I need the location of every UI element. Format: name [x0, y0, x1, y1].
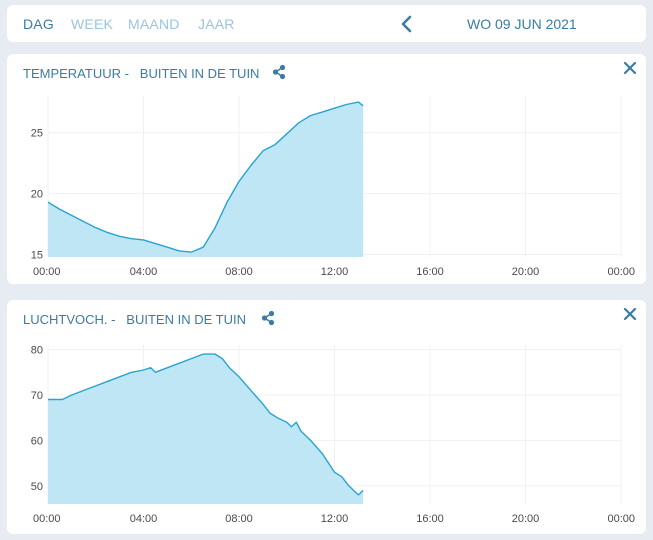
chevron-left-icon[interactable]: [398, 14, 416, 34]
x-tick-label: 12:00: [321, 266, 349, 278]
x-tick-label: 00:00: [607, 266, 635, 278]
humidity-chart: 50 60 70 80 00:00 04:00 08:00 12:00 16:00 20:00 00…: [31, 345, 635, 525]
y-tick-label: 60: [31, 435, 43, 447]
x-tick-label: 08:00: [225, 266, 253, 278]
panel-title: LUCHTVOCH. - BUITEN IN DE TUIN: [23, 312, 246, 327]
y-tick-label: 15: [31, 250, 43, 262]
share-icon[interactable]: [271, 64, 287, 80]
x-tick-label: 00:00: [607, 513, 635, 525]
x-tick-label: 16:00: [416, 513, 444, 525]
metric-label: LUCHTVOCH. -: [23, 312, 116, 327]
temperature-panel: TEMPERATUUR - BUITEN IN DE TUIN 15 20 25 00…: [7, 54, 646, 284]
temperature-chart: 15 20 25 00:00 04:00 08:00 12:00 16:00 20:00 00:0…: [31, 96, 635, 278]
series-line: [47, 101, 364, 253]
x-tick-label: 20:00: [512, 266, 540, 278]
series-line: [48, 353, 364, 496]
x-tick-label: 16:00: [416, 266, 444, 278]
date-label[interactable]: WO 09 JUN 2021: [467, 16, 577, 32]
period-toolbar: DAG WEEK MAAND JAAR WO 09 JUN 2021: [7, 5, 646, 42]
location-label: BUITEN IN DE TUIN: [126, 312, 246, 327]
close-icon[interactable]: [623, 61, 637, 75]
y-tick-label: 70: [31, 390, 43, 402]
tab-dag[interactable]: DAG: [23, 16, 54, 32]
tab-maand[interactable]: MAAND: [128, 16, 180, 32]
tab-jaar[interactable]: JAAR: [198, 16, 235, 32]
close-icon[interactable]: [623, 307, 637, 321]
series-area: [48, 354, 364, 504]
x-tick-label: 12:00: [321, 513, 349, 525]
panel-title: TEMPERATUUR - BUITEN IN DE TUIN: [23, 66, 259, 81]
x-tick-label: 20:00: [512, 513, 540, 525]
series-area: [48, 102, 364, 257]
y-tick-label: 80: [31, 345, 43, 357]
tab-week[interactable]: WEEK: [71, 16, 114, 32]
location-label: BUITEN IN DE TUIN: [139, 66, 260, 81]
y-tick-label: 20: [31, 189, 43, 201]
x-tick-label: 08:00: [225, 513, 253, 525]
y-tick-label: 25: [31, 128, 43, 140]
metric-label: TEMPERATUUR -: [23, 66, 129, 81]
humidity-panel: LUCHTVOCH. - BUITEN IN DE TUIN 50 60 70 80 0…: [7, 300, 646, 534]
x-tick-label: 04:00: [130, 266, 158, 278]
x-tick-label: 00:00: [33, 513, 61, 525]
y-tick-label: 50: [31, 481, 43, 493]
x-tick-label: 00:00: [33, 266, 61, 278]
x-tick-label: 04:00: [130, 513, 158, 525]
share-icon[interactable]: [260, 310, 276, 326]
